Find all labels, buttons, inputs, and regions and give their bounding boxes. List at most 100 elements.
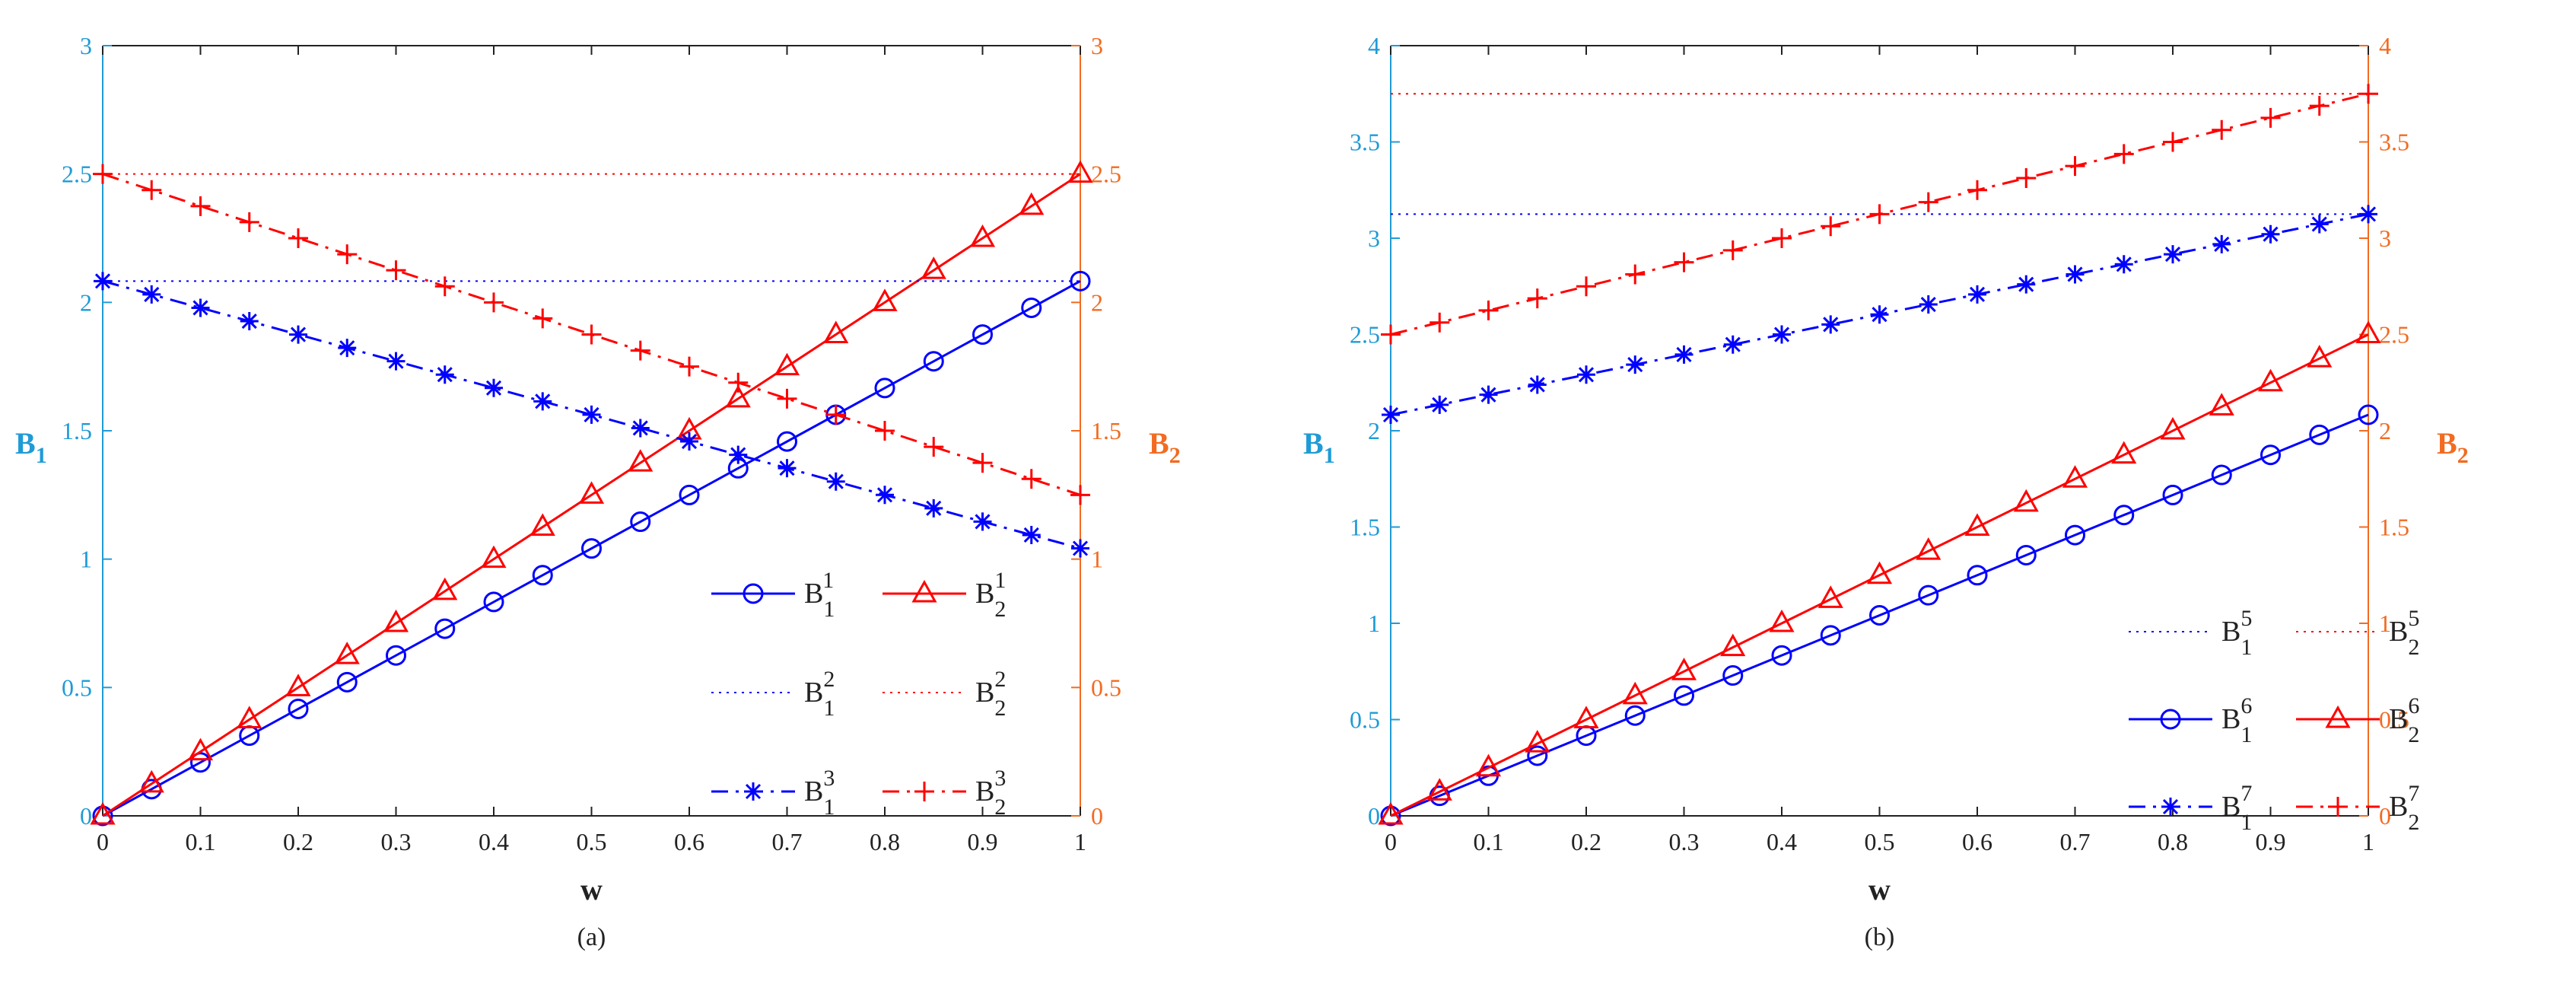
data-point-B2-3 [679,356,699,377]
right-y-tick-label: 3 [2379,225,2391,252]
x-tick-label: 0.4 [479,828,509,855]
data-point-B1-3 [680,432,698,451]
series-line-B1-3 [102,279,1081,549]
data-point-B2-6 [1525,730,1550,753]
data-point-B2-1 [481,545,507,569]
series-B1-6 [1380,404,2379,827]
legend-swatch-marker [2325,705,2351,728]
data-point-B1-1 [190,752,211,773]
data-point-B2-6 [1964,513,1990,536]
left-y-tick-label: 3.5 [1350,129,1380,156]
data-point-B2-3 [434,276,455,297]
series-B1-7 [1382,205,2377,425]
data-point-B1-1 [1021,297,1042,318]
data-point-B2-6 [1573,705,1599,728]
data-point-B2-7 [2309,96,2330,116]
series-B2-3 [93,164,1090,505]
series-line-B1-1 [102,280,1081,817]
legend-swatch-marker [2160,709,2181,730]
left-y-tick-label: 1.5 [1350,514,1380,541]
data-point-B2-3 [239,212,259,232]
data-point-B2-6 [2062,465,2088,488]
left-y-tick-label: 2.5 [62,161,92,188]
right-y-tick-label: 2.5 [2379,321,2409,349]
legend: B11 B21 B12 B22 B13 B23 [711,568,1006,820]
left-y-tick-label: 2 [80,288,92,316]
data-point-B2-7 [1625,264,1646,285]
data-point-B1-1 [336,671,358,693]
data-point-B1-7 [1577,365,1595,384]
data-point-B1-3 [435,365,454,384]
data-point-B2-3 [93,164,113,184]
legend-item-B1-1: B11 [711,568,834,622]
legend-label: B25 [2389,606,2419,660]
legend-label: B22 [975,667,1006,721]
data-point-B2-1 [823,320,849,343]
x-tick-label: 0.7 [2060,828,2091,855]
legend-item-B2-1: B21 [883,568,1006,622]
data-point-B1-7 [2066,265,2085,284]
data-point-B1-7 [1821,315,1840,334]
legend-label: B27 [2389,781,2419,835]
series-B1-1 [92,270,1091,827]
x-tick-label: 1 [1074,828,1086,855]
data-point-B2-1 [383,609,409,632]
data-point-B2-3 [142,180,162,200]
data-point-B2-6 [2209,393,2234,416]
data-point-B2-7 [2016,167,2037,188]
x-tick-label: 0.1 [186,828,216,855]
data-point-B2-7 [1821,216,1841,237]
legend: B15 B25 B16 B26 B17 B27 [2129,606,2419,835]
data-point-B2-3 [875,421,895,441]
data-point-B2-1 [1067,160,1093,183]
x-tick-label: 0.8 [870,828,900,855]
data-point-B2-6 [1818,585,1843,608]
x-tick-label: 0 [97,828,109,855]
data-point-B2-7 [2212,119,2232,140]
data-point-B2-6 [1720,633,1746,657]
data-point-B1-7 [1626,355,1645,374]
data-point-B1-3 [826,472,845,491]
legend-swatch-marker [744,782,762,801]
data-point-B1-7 [1919,295,1938,314]
data-point-B1-7 [2164,245,2182,264]
data-point-B2-1 [774,352,800,376]
data-point-B1-6 [1869,605,1890,626]
data-point-B1-1 [777,431,797,452]
legend-item-B1-6: B16 [2129,693,2252,747]
right-y-tick-label: 0 [2379,802,2391,830]
legend-item-B1-2: B12 [711,667,835,721]
data-point-B1-6 [2162,484,2183,505]
data-point-B2-1 [334,642,360,664]
right-y-tick-label: 0.5 [1091,674,1121,701]
series-line-B1-6 [1390,413,2369,817]
data-point-B1-6 [2260,444,2281,466]
data-point-B1-3 [338,339,357,358]
right-y-tick-label: 1.5 [1091,417,1121,444]
data-point-B1-6 [2065,524,2085,546]
legend-label: B16 [2221,693,2252,747]
left-y-tick-label: 0.5 [1350,706,1380,734]
data-point-B1-3 [876,486,894,505]
data-point-B1-3 [631,419,650,438]
legend-item-B2-7: B27 [2296,781,2419,835]
data-point-B1-7 [1674,345,1693,364]
data-point-B1-3 [1022,525,1041,544]
data-point-B1-3 [289,325,307,344]
left-y-tick-label: 3 [80,32,92,59]
data-point-B2-6 [1671,658,1697,680]
data-point-B2-1 [285,674,311,696]
data-point-B2-3 [972,453,993,473]
right-y-tick-label: 1.5 [2379,514,2409,541]
data-point-B2-7 [2163,132,2183,152]
left-y-tick-label: 0 [80,802,92,830]
data-point-B2-3 [581,324,602,345]
legend-swatch-marker [2328,797,2348,817]
right-y-tick-label: 2.5 [1091,161,1121,188]
series-B1-3 [94,272,1089,558]
data-point-B1-1 [288,698,309,719]
legend-item-B2-3: B23 [883,766,1006,820]
data-point-B1-7 [1528,375,1547,394]
data-point-B1-1 [434,618,456,639]
data-point-B2-7 [1430,312,1450,333]
